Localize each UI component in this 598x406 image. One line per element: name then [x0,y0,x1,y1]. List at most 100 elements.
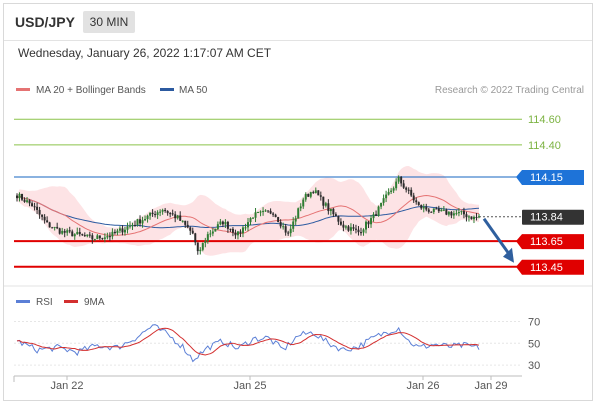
candle-body [68,230,71,232]
candle-body [447,211,450,215]
x-tick-label: Jan 25 [233,380,266,392]
candle-body [78,231,81,235]
candle-body [31,203,34,207]
candle-body [118,228,121,231]
candle-body [455,213,458,215]
rsi-tick-label: 70 [528,316,540,328]
candle-body [347,226,350,231]
candle-body [209,233,212,235]
candle-body [279,222,282,227]
candle-body [294,218,297,222]
ma20-legend-label: MA 20 + Bollinger Bands [36,85,146,96]
candle-body [299,206,302,209]
candle-body [465,214,468,218]
candle-body [169,213,172,215]
candle-body [437,208,440,212]
candlesticks [16,175,480,255]
candle-body [324,203,327,206]
candle-body [457,211,460,214]
candle-body [139,219,142,224]
candle-body [262,211,265,213]
candle-body [475,216,478,218]
candle-body [98,235,101,239]
candle-body [199,249,202,252]
candle-body [357,229,360,233]
candle-body [106,236,109,238]
candle-body [312,192,315,194]
timeframe-button[interactable]: 30 MIN [83,11,135,33]
ma50-legend-label: MA 50 [179,85,208,96]
candle-body [309,192,312,197]
support-label: 113.45 [530,262,563,274]
candle-body [179,215,182,221]
candle-body [81,234,84,236]
chart-header: USD/JPY 30 MIN [4,4,592,41]
candle-body [370,218,373,225]
candle-body [244,227,247,229]
candle-body [136,219,139,226]
candle-body [329,208,332,212]
candle-body [149,212,152,216]
forecast-arrow-head [503,247,514,263]
candle-body [334,214,337,217]
ma20-legend-swatch [16,88,30,91]
candle-body [93,239,96,241]
candle-body [48,222,51,228]
forecast-arrow [482,217,514,263]
candle-body [430,211,433,213]
candle-body [382,198,385,203]
candle-body [21,193,24,200]
rsi-ma-legend-swatch [64,300,78,303]
candle-body [121,228,124,233]
candle-body [176,215,179,219]
candle-body [267,210,270,212]
support-badge [516,234,584,250]
candle-body [387,191,390,195]
candle-body [435,208,438,210]
candle-body [405,187,408,190]
candle-body [196,242,199,252]
candle-body [284,226,287,233]
candle-body [53,226,56,228]
candle-body [372,214,375,219]
candle-body [103,237,106,239]
candle-body [467,216,470,218]
candle-body [440,209,443,212]
candle-body [241,227,244,234]
candle-body [174,214,177,219]
candle-body [359,232,362,234]
candle-body [445,209,448,215]
ma50-legend-swatch [160,88,174,91]
bollinger-band-area [17,166,479,256]
candle-body [297,208,300,219]
candle-body [164,209,167,212]
x-tick-label: Jan 29 [474,380,507,392]
candle-body [18,193,21,199]
candle-body [226,221,229,229]
candle-body [377,206,380,216]
candle-body [397,177,400,182]
candle-body [231,228,234,233]
candle-body [191,230,194,234]
support-label: 113.65 [530,236,563,248]
candle-body [322,196,325,206]
bollinger-bands [17,166,479,256]
candle-body [206,234,209,242]
candle-body [166,211,169,214]
candle-body [146,215,149,220]
candle-body [51,227,54,229]
x-tick-label: Jan 22 [50,380,83,392]
candle-body [462,211,465,215]
candle-body [144,219,147,221]
candle-body [201,242,204,250]
candle-body [204,241,207,243]
candle-body [96,235,99,240]
candle-body [452,213,455,216]
candle-body [327,203,330,212]
candle-body [83,235,86,237]
candle-body [151,212,154,215]
candle-body [214,228,217,232]
candle-body [302,199,305,207]
last-price-label: 113.84 [530,212,563,224]
candle-body [269,210,272,214]
